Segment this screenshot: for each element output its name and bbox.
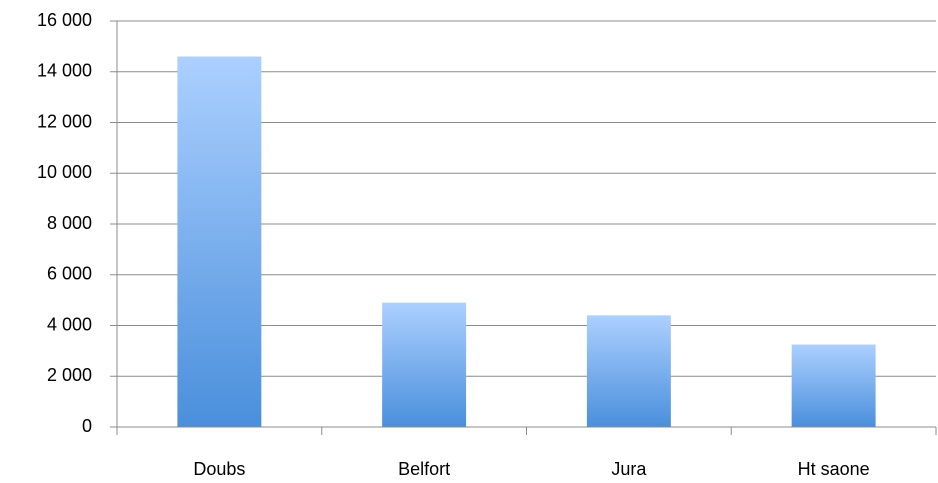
bar (177, 56, 262, 428)
bar (382, 302, 467, 427)
bar (586, 315, 671, 427)
y-tick-label: 8 000 (47, 213, 92, 233)
y-tick-label: 12 000 (37, 111, 92, 131)
x-tick-label: Doubs (193, 459, 245, 479)
x-tick-label: Jura (611, 459, 647, 479)
y-tick-label: 16 000 (37, 10, 92, 30)
bar (791, 344, 876, 427)
y-tick-label: 14 000 (37, 61, 92, 81)
y-tick-label: 0 (82, 416, 92, 436)
y-tick-label: 2 000 (47, 365, 92, 385)
x-tick-label: Ht saone (798, 459, 870, 479)
y-tick-label: 4 000 (47, 314, 92, 334)
y-tick-label: 10 000 (37, 162, 92, 182)
y-tick-label: 6 000 (47, 264, 92, 284)
x-tick-label: Belfort (398, 459, 450, 479)
